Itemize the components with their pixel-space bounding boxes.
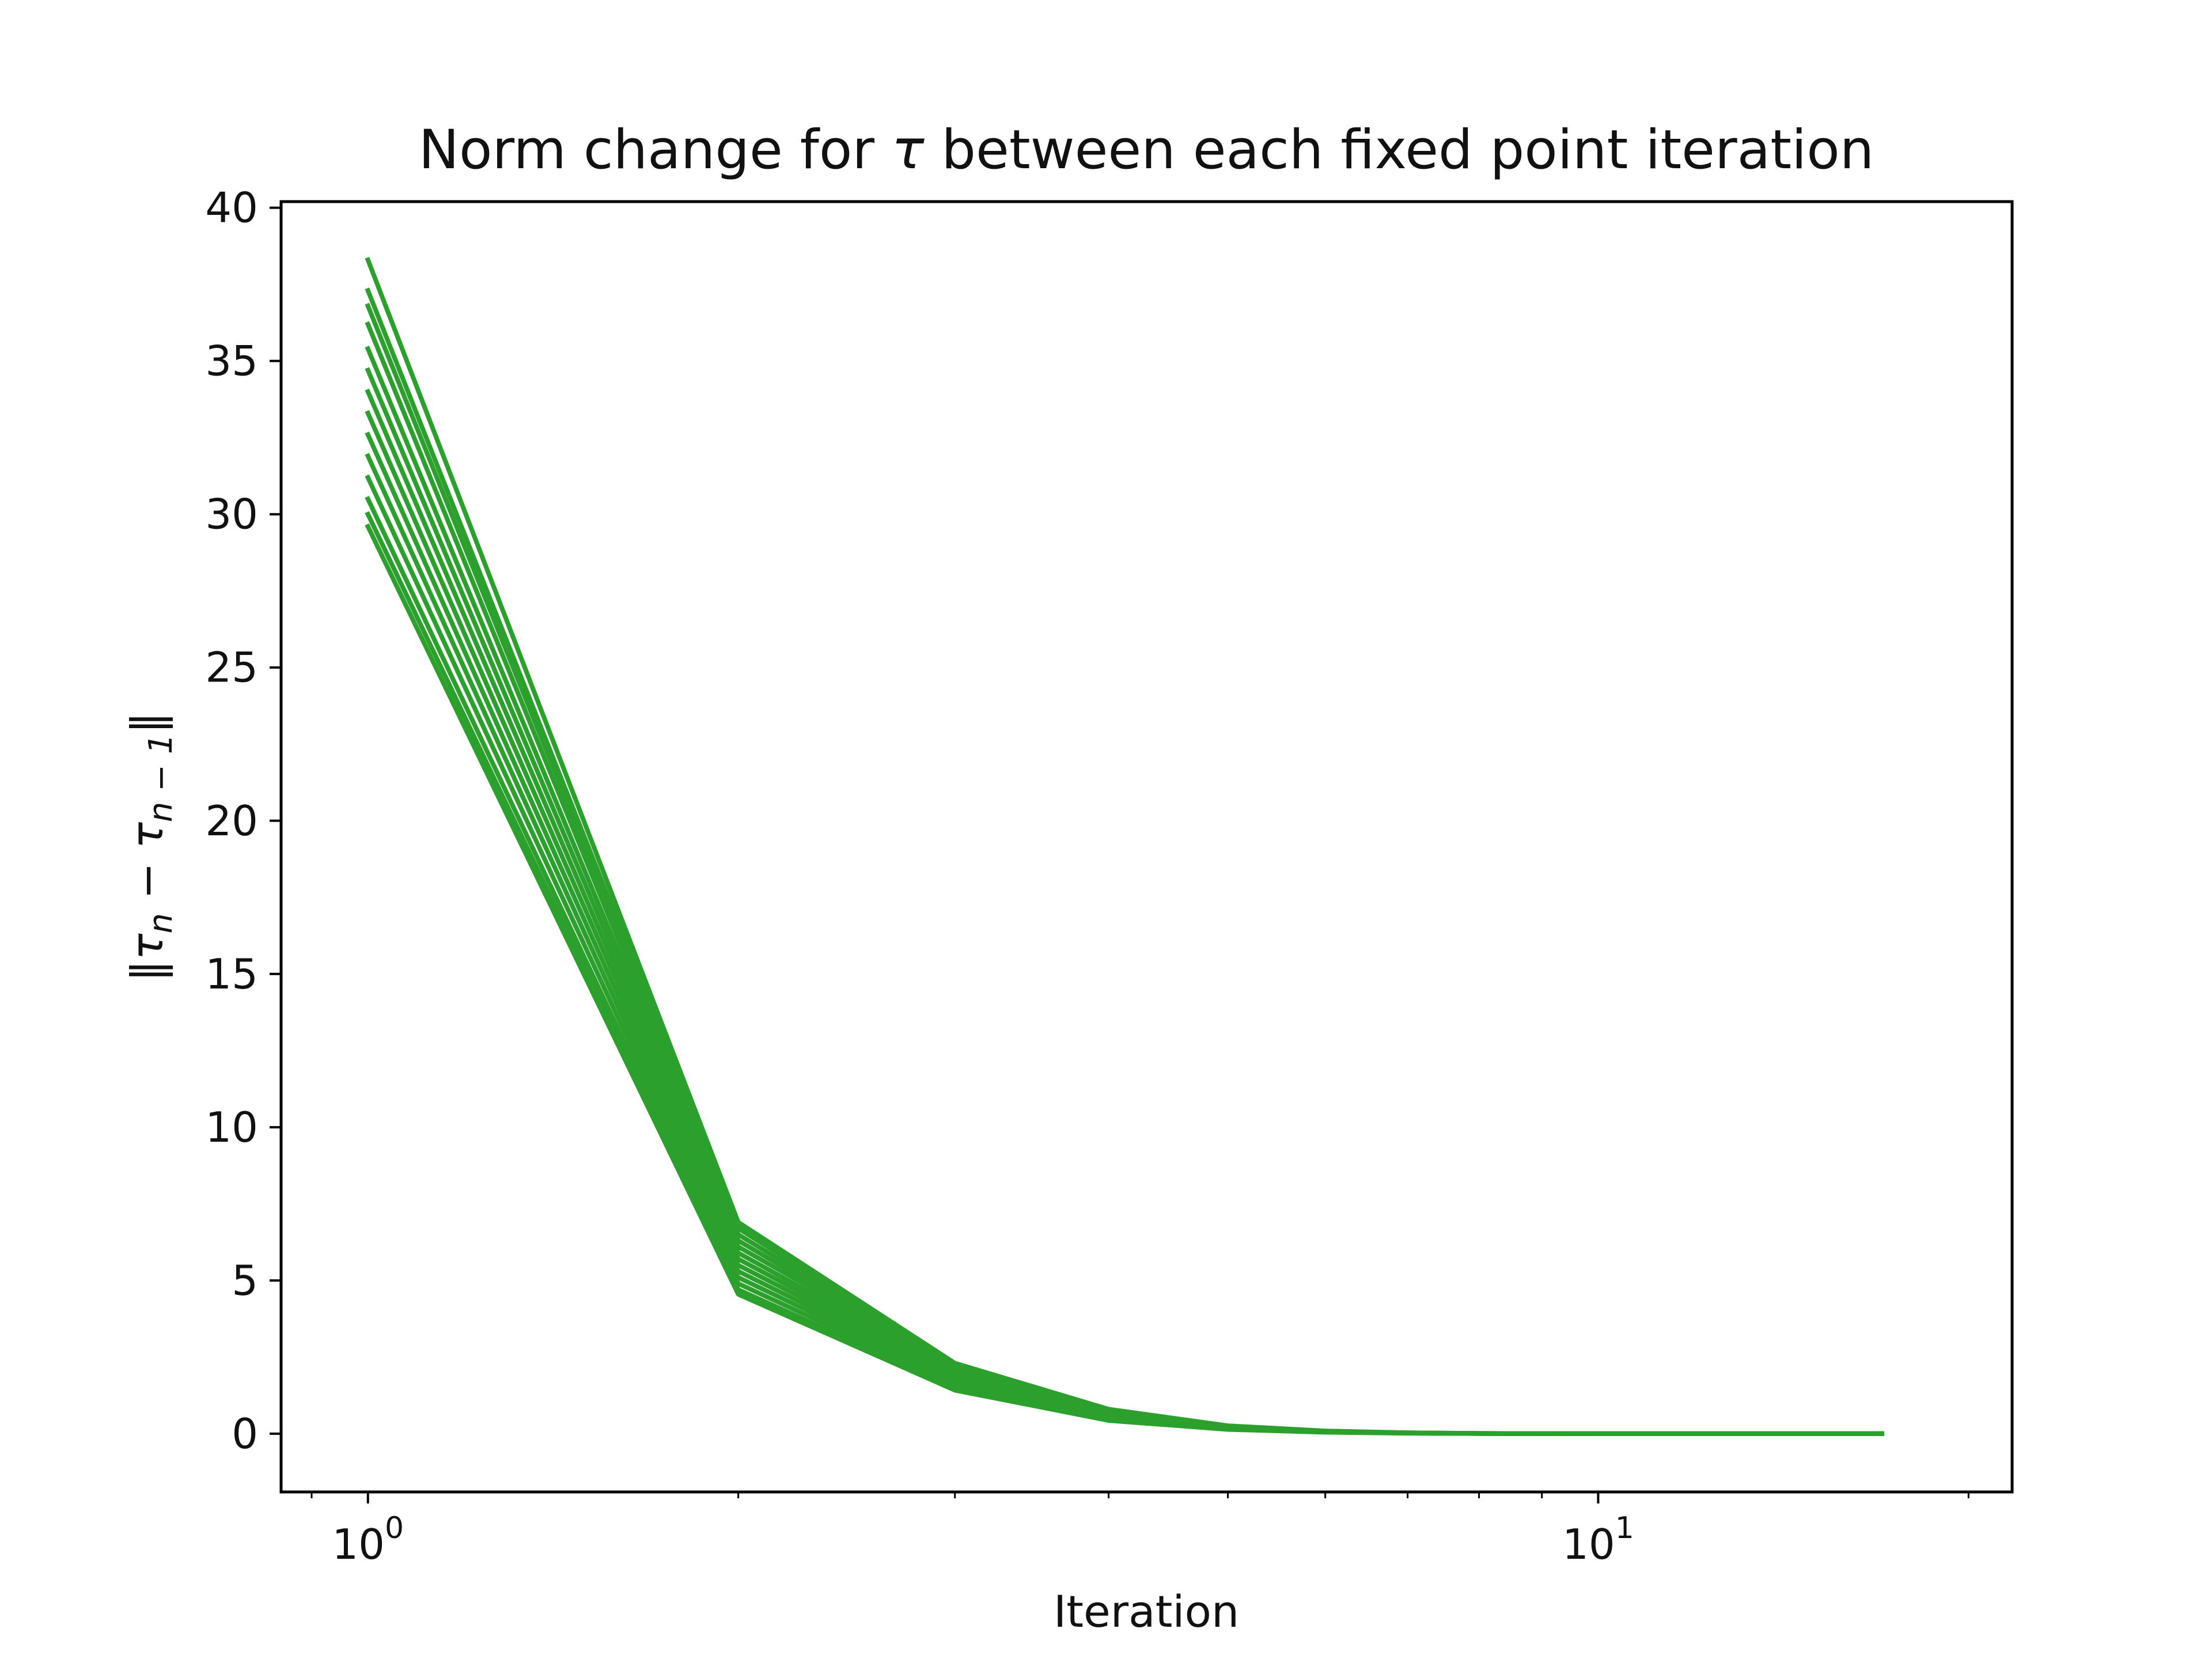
plot-area <box>279 200 2014 1494</box>
y-tick-label: 30 <box>205 490 258 539</box>
series-line-14 <box>365 523 1884 1436</box>
y-tick-label: 5 <box>232 1256 258 1305</box>
axes-frame <box>279 200 2014 1494</box>
chart-title: Norm change for τ between each fixed poi… <box>419 119 1874 181</box>
y-tick-label: 15 <box>205 950 258 998</box>
y-axis: 0 5 10 15 20 25 30 35 40 <box>205 184 281 1458</box>
y-tick-label: 25 <box>205 643 258 692</box>
x-tick-label: 100 <box>332 1511 404 1569</box>
series-layer <box>365 256 1884 1436</box>
x-axis: 100 101 <box>310 1492 1969 1569</box>
y-tick-label: 0 <box>232 1410 258 1458</box>
y-tick-label: 10 <box>205 1103 258 1152</box>
x-axis-label: Iteration <box>1054 1586 1239 1637</box>
y-tick-label: 20 <box>205 797 258 845</box>
y-tick-label: 40 <box>205 184 258 232</box>
x-tick-label: 101 <box>1562 1511 1634 1569</box>
y-tick-label: 35 <box>205 337 258 385</box>
y-axis-label: ‖τn − τn − 1‖ <box>122 712 180 982</box>
